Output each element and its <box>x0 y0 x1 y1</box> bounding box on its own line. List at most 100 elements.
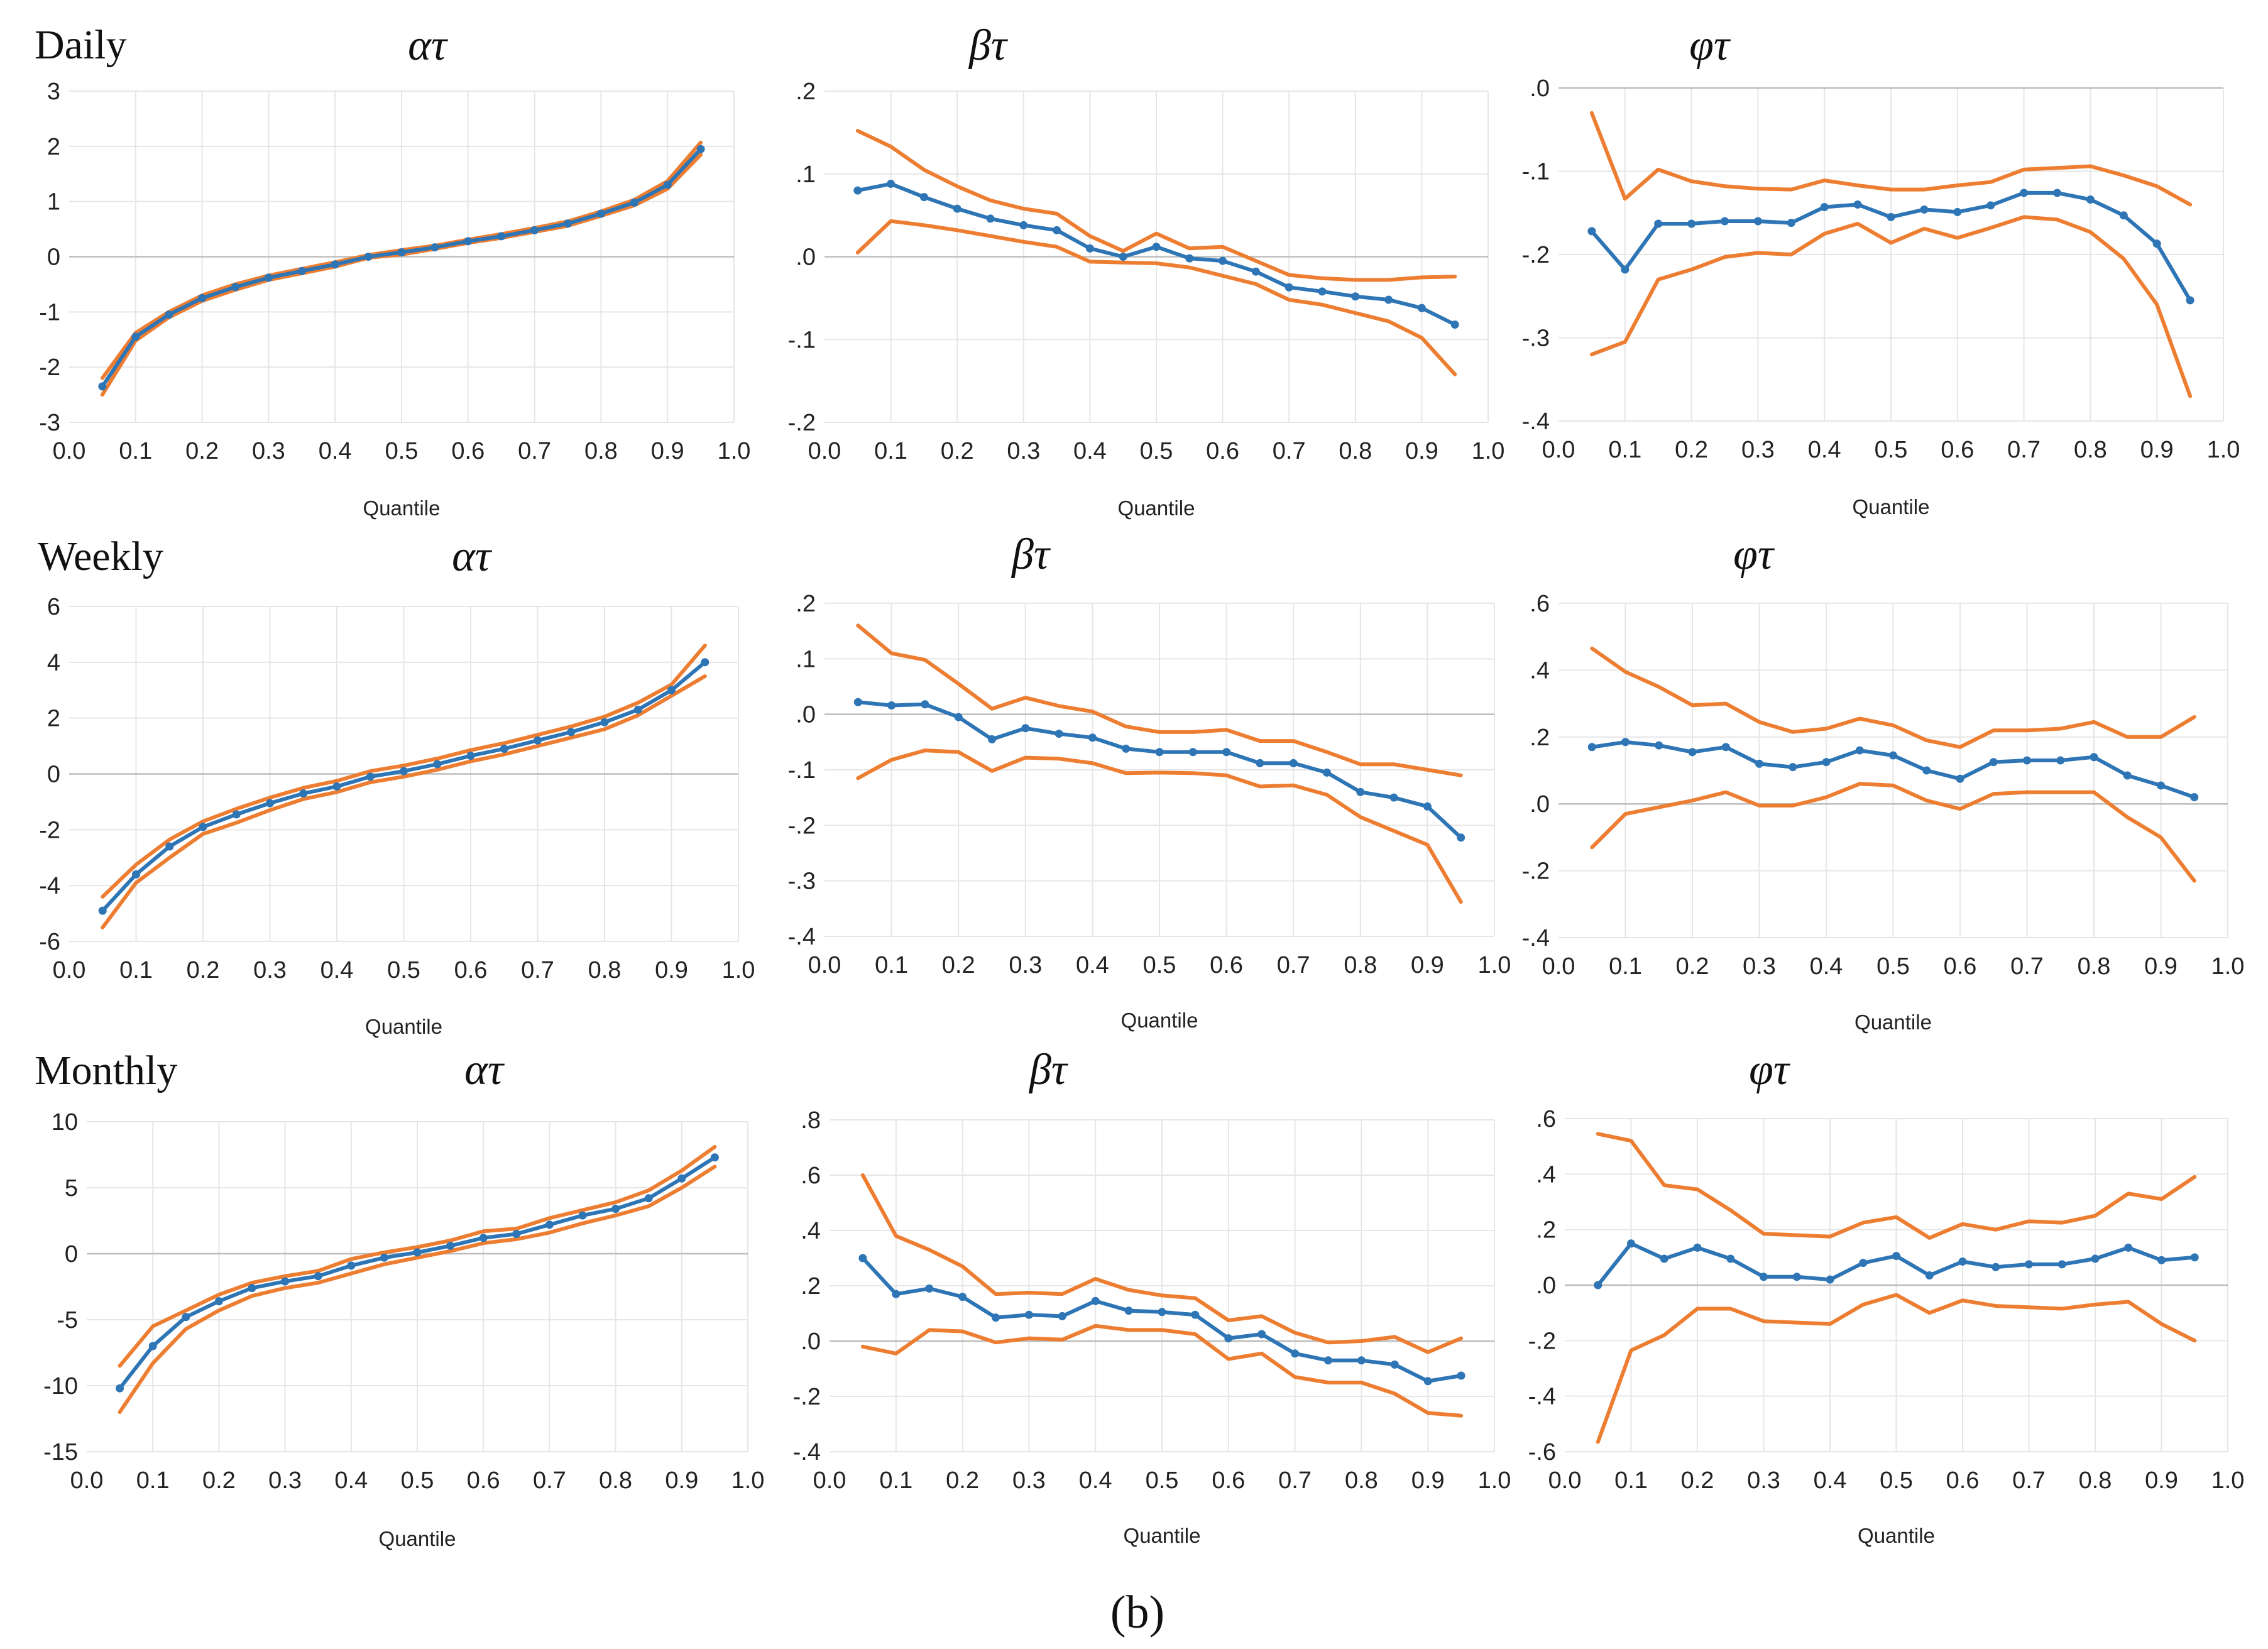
data-point-estimate <box>2057 1260 2066 1269</box>
x-tick-label: 0.5 <box>1876 953 1910 980</box>
series-line-lower <box>118 1164 717 1414</box>
data-point-estimate <box>953 204 961 213</box>
data-point-estimate <box>1155 748 1164 757</box>
data-point-estimate <box>2086 195 2095 204</box>
x-tick-label: 0.8 <box>2079 1467 2112 1494</box>
data-point-estimate <box>1687 219 1696 228</box>
data-point-estimate <box>364 253 373 261</box>
x-tick-label: 0.5 <box>1875 437 1908 463</box>
x-tick-label: 0.0 <box>1542 953 1575 980</box>
data-point-estimate <box>954 713 963 721</box>
series-line-upper <box>1596 1132 2197 1240</box>
chart-daily-beta: .2 .1 .0 -.1 -.20.0 0.1 0.2 0.3 0.4 0.5 0.6 0.7 0.8 0… <box>788 21 1505 520</box>
x-tick-label: 0.9 <box>665 1467 698 1494</box>
x-tick-label: 0.4 <box>1808 437 1841 463</box>
data-point-estimate <box>1922 766 1931 775</box>
data-point-estimate <box>1755 759 1763 768</box>
data-point-estimate <box>1726 1254 1735 1263</box>
x-tick-label: 0.6 <box>1946 1467 1980 1494</box>
x-tick-label: 0.8 <box>599 1467 632 1494</box>
data-point-estimate <box>182 1313 190 1322</box>
data-point-estimate <box>132 870 140 879</box>
data-point-estimate <box>248 1284 256 1293</box>
y-tick-label: 5 <box>65 1175 78 1202</box>
series-line-lower <box>101 674 707 929</box>
data-point-estimate <box>1423 802 1432 811</box>
data-point-estimate <box>1285 283 1293 292</box>
data-point-estimate <box>1423 1377 1432 1386</box>
data-point-estimate <box>297 266 306 275</box>
data-point-estimate <box>1058 1312 1066 1320</box>
y-tick-label: -.2 <box>788 813 816 839</box>
y-tick-label: -.3 <box>788 868 816 895</box>
y-tick-label: -.1 <box>1522 159 1550 185</box>
data-point-estimate <box>214 1297 223 1306</box>
data-point-estimate <box>165 310 173 319</box>
y-tick-label: -.4 <box>788 924 816 950</box>
data-point-estimate <box>1859 1259 1868 1268</box>
x-tick-label: 0.7 <box>2010 953 2044 980</box>
data-point-estimate <box>1953 207 1962 216</box>
x-axis-label: Quantile <box>1118 496 1195 520</box>
x-tick-label: 0.1 <box>874 438 907 464</box>
data-point-estimate <box>1356 787 1365 796</box>
y-tick-label: .8 <box>801 1107 821 1134</box>
y-tick-label: .1 <box>796 162 816 188</box>
row-label-weekly: Weekly <box>38 534 163 579</box>
data-point-estimate <box>1124 1307 1133 1315</box>
data-point-estimate <box>497 232 506 241</box>
row-label-daily: Daily <box>35 22 127 68</box>
x-tick-label: 0.3 <box>252 438 285 464</box>
x-tick-label: 0.7 <box>2012 1467 2046 1494</box>
x-tick-label: 0.7 <box>2007 437 2041 463</box>
data-point-estimate <box>1085 244 1094 253</box>
data-point-estimate <box>567 728 576 737</box>
series-line-lower <box>856 748 1463 904</box>
data-point-estimate <box>1956 774 1964 783</box>
data-point-estimate <box>1621 265 1630 274</box>
y-tick-label: 0 <box>65 1241 78 1268</box>
x-tick-label: 0.6 <box>454 957 488 983</box>
data-point-estimate <box>1119 253 1127 261</box>
chart-weekly-phi: .6 .4 .2 .0 -.2 -.40.0 0.1 0.2 0.3 0.4 0.5 0.6 0.7 0.… <box>1522 530 2245 1034</box>
x-tick-label: 1.0 <box>1478 1467 1511 1494</box>
y-tick-label: 2 <box>47 706 60 732</box>
x-tick-label: 0.3 <box>1747 1467 1780 1494</box>
data-point-estimate <box>1417 304 1426 312</box>
x-tick-label: 0.6 <box>1210 952 1243 978</box>
data-point-estimate <box>2090 753 2098 762</box>
data-point-estimate <box>199 823 207 831</box>
data-point-estimate <box>1390 1360 1399 1369</box>
data-point-estimate <box>2123 771 2132 780</box>
data-point-estimate <box>1822 758 1831 767</box>
y-tick-label: .2 <box>796 591 816 617</box>
panel-title: φτ <box>1689 21 1731 70</box>
x-tick-label: 1.0 <box>1472 438 1505 464</box>
x-tick-label: 0.7 <box>1278 1467 1312 1494</box>
data-point-estimate <box>596 209 605 218</box>
data-point-estimate <box>1185 254 1194 263</box>
data-point-estimate <box>992 1313 1000 1322</box>
x-tick-label: 0.2 <box>941 438 974 464</box>
x-tick-label: 0.5 <box>1880 1467 1913 1494</box>
data-point-estimate <box>1323 768 1331 777</box>
panel-title: ατ <box>452 532 493 581</box>
data-point-estimate <box>165 842 174 851</box>
data-point-estimate <box>1053 226 1061 234</box>
x-tick-label: 0.3 <box>253 957 287 983</box>
x-tick-label: 0.5 <box>1146 1467 1179 1494</box>
panel-title: βτ <box>1028 1046 1069 1094</box>
x-tick-label: 0.9 <box>655 957 688 983</box>
x-tick-label: 0.7 <box>533 1467 566 1494</box>
data-point-estimate <box>347 1261 356 1270</box>
y-tick-label: .4 <box>1530 657 1550 684</box>
data-point-estimate <box>430 243 439 252</box>
y-tick-label: .0 <box>801 1329 821 1355</box>
y-tick-label: 1 <box>47 189 60 216</box>
y-tick-label: -.2 <box>1522 858 1550 885</box>
data-point-estimate <box>366 772 375 781</box>
y-tick-label: .0 <box>1536 1273 1556 1299</box>
y-tick-label: -.6 <box>1528 1439 1556 1465</box>
x-tick-label: 0.6 <box>1212 1467 1245 1494</box>
x-tick-label: 0.6 <box>1206 438 1239 464</box>
